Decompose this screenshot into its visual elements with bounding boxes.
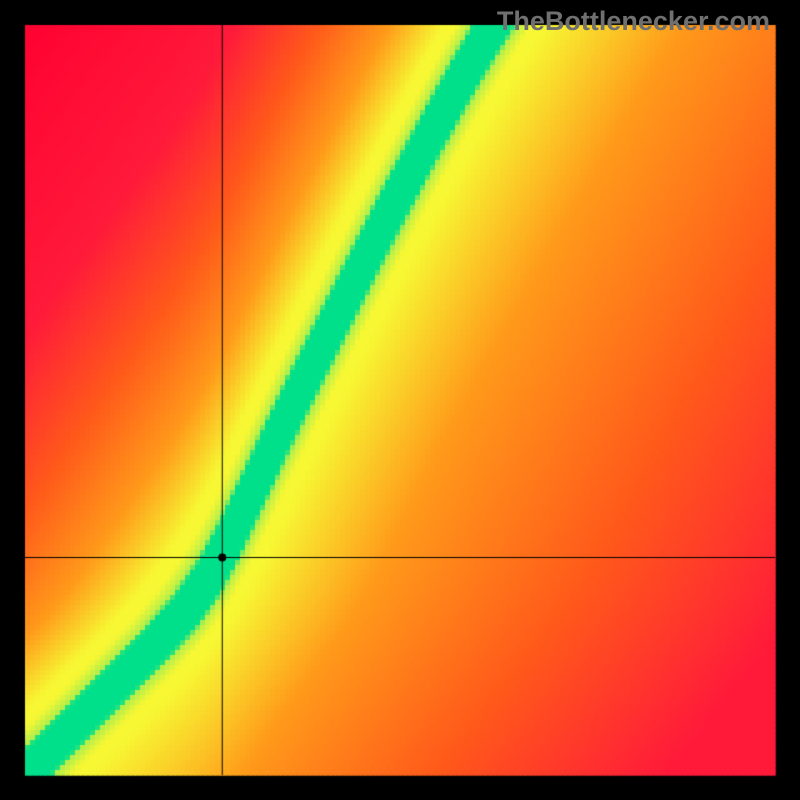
bottleneck-heatmap: [0, 0, 800, 800]
chart-container: TheBottlenecker.com: [0, 0, 800, 800]
